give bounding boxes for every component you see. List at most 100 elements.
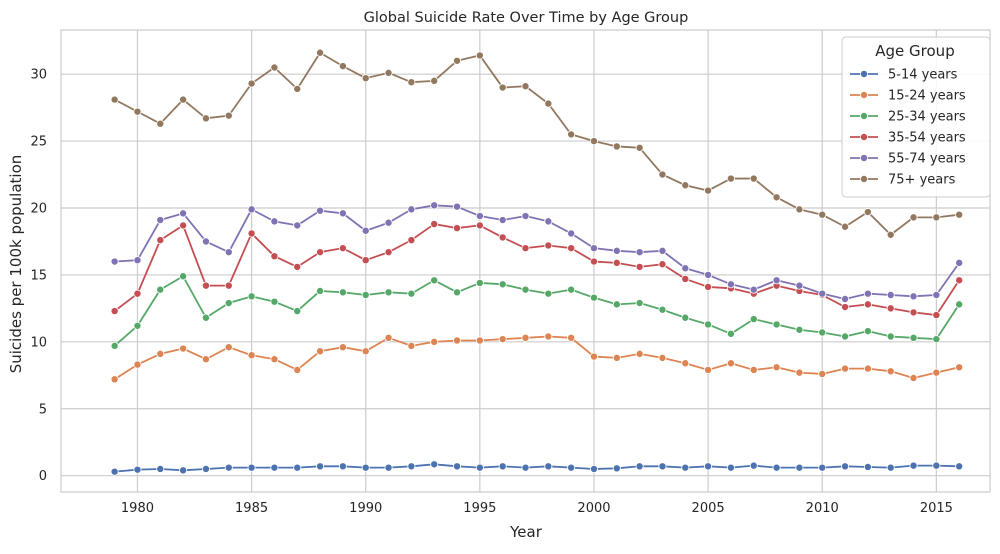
data-point-15-24-years xyxy=(749,365,758,374)
data-point-5-14-years xyxy=(726,463,735,472)
legend-box xyxy=(841,36,991,198)
data-point-55-74-years xyxy=(955,258,964,267)
data-point-15-24-years xyxy=(361,347,370,356)
data-point-55-74-years xyxy=(316,206,325,215)
data-point-75-years xyxy=(749,174,758,183)
data-point-25-34-years xyxy=(201,313,210,322)
data-point-75-years xyxy=(681,181,690,190)
series-line-15-24-years xyxy=(114,335,960,381)
data-point-25-34-years xyxy=(156,285,165,294)
data-point-25-34-years xyxy=(955,300,964,309)
data-point-75-years xyxy=(909,213,918,222)
data-point-25-34-years xyxy=(772,320,781,329)
data-point-5-14-years xyxy=(133,465,142,474)
data-point-15-24-years xyxy=(658,353,667,362)
data-point-15-24-years xyxy=(567,333,576,342)
data-point-15-24-years xyxy=(612,353,621,362)
data-point-15-24-years xyxy=(544,332,553,341)
data-point-15-24-years xyxy=(270,355,279,364)
data-point-35-54-years xyxy=(612,258,621,267)
data-point-5-14-years xyxy=(886,463,895,472)
data-point-75-years xyxy=(110,95,119,104)
data-point-55-74-years xyxy=(475,212,484,221)
data-point-5-14-years xyxy=(863,462,872,471)
data-point-5-14-years xyxy=(316,462,325,471)
chart-title: Global Suicide Rate Over Time by Age Gro… xyxy=(364,10,689,26)
data-point-55-74-years xyxy=(772,276,781,285)
data-point-35-54-years xyxy=(430,220,439,229)
data-point-15-24-years xyxy=(909,373,918,382)
plot-frame xyxy=(60,29,991,493)
data-point-75-years xyxy=(841,222,850,231)
data-point-5-14-years xyxy=(589,464,598,473)
data-point-75-years xyxy=(179,95,188,104)
data-point-25-34-years xyxy=(589,293,598,302)
data-point-15-24-years xyxy=(635,349,644,358)
data-point-15-24-years xyxy=(726,359,735,368)
data-point-5-14-years xyxy=(498,462,507,471)
data-point-35-54-years xyxy=(521,244,530,253)
data-point-15-24-years xyxy=(201,355,210,364)
legend-swatch-marker-55-74-years xyxy=(860,153,869,162)
data-point-35-54-years xyxy=(384,248,393,257)
data-point-35-54-years xyxy=(681,274,690,283)
data-point-35-54-years xyxy=(201,281,210,290)
data-point-5-14-years xyxy=(201,464,210,473)
legend-swatch-marker-75-years xyxy=(860,174,869,183)
data-point-75-years xyxy=(270,63,279,72)
data-point-5-14-years xyxy=(407,462,416,471)
data-point-5-14-years xyxy=(224,463,233,472)
data-point-35-54-years xyxy=(316,248,325,257)
data-point-25-34-years xyxy=(909,333,918,342)
data-point-15-24-years xyxy=(681,359,690,368)
data-point-75-years xyxy=(453,56,462,65)
data-point-55-74-years xyxy=(795,281,804,290)
data-point-25-34-years xyxy=(567,285,576,294)
data-point-15-24-years xyxy=(863,364,872,373)
data-point-55-74-years xyxy=(749,285,758,294)
x-tick-label: 2000 xyxy=(577,501,610,516)
x-tick-label: 1985 xyxy=(235,501,268,516)
data-point-75-years xyxy=(156,119,165,128)
legend-label-35-54-years: 35-54 years xyxy=(888,131,966,146)
data-point-75-years xyxy=(955,210,964,219)
data-point-75-years xyxy=(932,213,941,222)
data-point-15-24-years xyxy=(795,368,804,377)
legend-swatch-marker-25-34-years xyxy=(860,112,869,121)
data-point-55-74-years xyxy=(133,256,142,265)
data-point-5-14-years xyxy=(772,463,781,472)
data-point-35-54-years xyxy=(841,303,850,312)
data-point-25-34-years xyxy=(749,315,758,324)
data-point-25-34-years xyxy=(110,341,119,350)
data-point-55-74-years xyxy=(498,216,507,225)
data-point-5-14-years xyxy=(567,463,576,472)
data-point-15-24-years xyxy=(521,333,530,342)
data-point-35-54-years xyxy=(179,221,188,230)
data-point-25-34-years xyxy=(453,288,462,297)
data-point-15-24-years xyxy=(133,360,142,369)
data-point-75-years xyxy=(384,68,393,77)
data-point-35-54-years xyxy=(704,282,713,291)
y-tick-label: 10 xyxy=(30,335,47,350)
legend-swatch-marker-15-24-years xyxy=(860,91,869,100)
series-line-35-54-years xyxy=(114,223,960,316)
data-point-75-years xyxy=(612,142,621,151)
data-point-55-74-years xyxy=(247,205,256,214)
data-point-25-34-years xyxy=(247,292,256,301)
x-tick-labels: 1980 1985 1990 1995 2000 2005 2010 2015 xyxy=(121,501,953,516)
data-point-15-24-years xyxy=(475,336,484,345)
data-point-25-34-years xyxy=(179,272,188,281)
data-point-15-24-years xyxy=(384,333,393,342)
series-line-5-14-years xyxy=(114,463,960,473)
data-point-15-24-years xyxy=(247,351,256,360)
legend-swatch-marker-35-54-years xyxy=(860,132,869,141)
x-tick-label: 1980 xyxy=(121,501,154,516)
data-point-35-54-years xyxy=(338,244,347,253)
legend-swatch-marker-5-14-years xyxy=(860,70,869,79)
legend-label-55-74-years: 55-74 years xyxy=(888,152,966,167)
data-point-75-years xyxy=(430,76,439,85)
data-point-25-34-years xyxy=(430,276,439,285)
data-point-25-34-years xyxy=(863,327,872,336)
data-point-5-14-years xyxy=(635,462,644,471)
